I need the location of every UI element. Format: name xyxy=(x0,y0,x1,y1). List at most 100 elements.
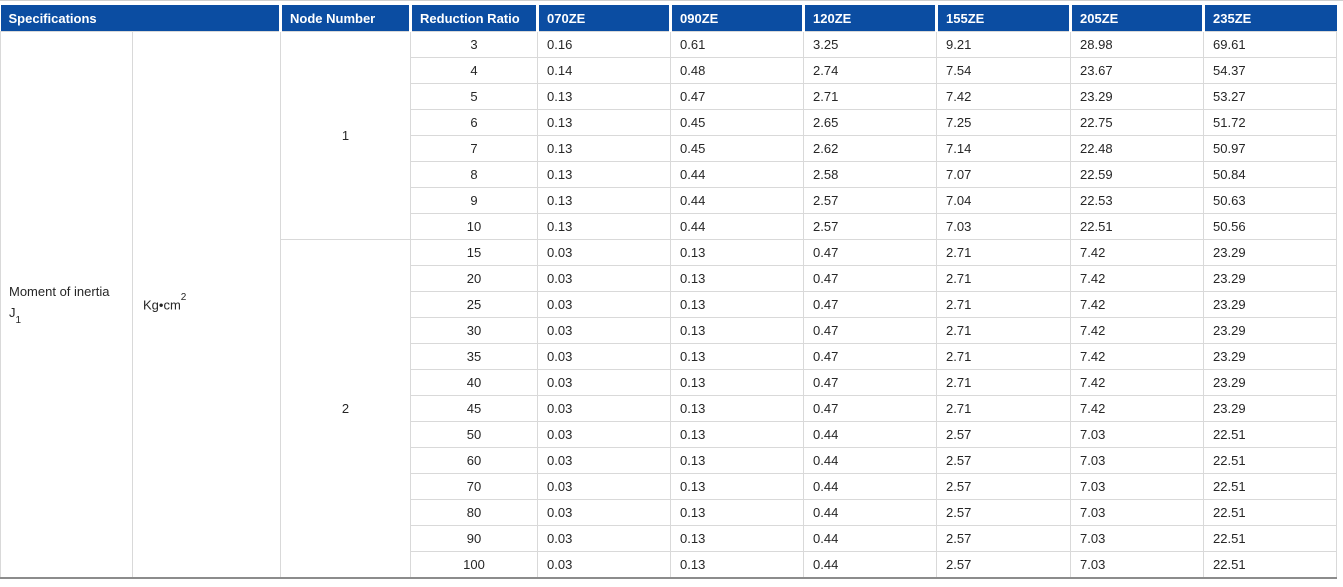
header-model-235ze: 235ZE xyxy=(1203,5,1337,32)
table-row: 45 0.03 0.13 0.47 2.71 7.42 23.29 xyxy=(1,395,1338,422)
value-cell-090ze: 0.13 xyxy=(670,525,805,552)
value-cell-120ze: 2.62 xyxy=(803,135,938,162)
value-cell-155ze: 2.57 xyxy=(936,447,1072,474)
table-row: 100 0.03 0.13 0.44 2.57 7.03 22.51 xyxy=(1,551,1338,579)
reduction-ratio-cell: 7 xyxy=(410,135,539,162)
value-cell-155ze: 7.03 xyxy=(936,213,1072,240)
table-row: 50 0.03 0.13 0.44 2.57 7.03 22.51 xyxy=(1,421,1338,448)
value-cell-070ze: 0.16 xyxy=(537,31,672,58)
reduction-ratio-cell: 100 xyxy=(410,551,539,579)
header-model-090ze: 090ZE xyxy=(670,5,806,32)
value-cell-235ze: 22.51 xyxy=(1203,525,1338,552)
table-row: 35 0.03 0.13 0.47 2.71 7.42 23.29 xyxy=(1,343,1338,370)
value-cell-235ze: 22.51 xyxy=(1203,473,1338,500)
value-cell-090ze: 0.13 xyxy=(670,395,805,422)
table-row: 40 0.03 0.13 0.47 2.71 7.42 23.29 xyxy=(1,369,1338,396)
value-cell-090ze: 0.13 xyxy=(670,265,805,292)
value-cell-120ze: 2.58 xyxy=(803,161,938,188)
value-cell-070ze: 0.13 xyxy=(537,213,672,240)
value-cell-235ze: 50.63 xyxy=(1203,187,1338,214)
value-cell-205ze: 7.03 xyxy=(1070,447,1205,474)
value-cell-235ze: 22.51 xyxy=(1203,447,1338,474)
value-cell-155ze: 2.57 xyxy=(936,473,1072,500)
value-cell-205ze: 22.59 xyxy=(1070,161,1205,188)
table-row: 8 0.13 0.44 2.58 7.07 22.59 50.84 xyxy=(1,161,1338,188)
value-cell-070ze: 0.14 xyxy=(537,57,672,84)
value-cell-120ze: 0.44 xyxy=(803,447,938,474)
value-cell-070ze: 0.03 xyxy=(537,239,672,266)
value-cell-070ze: 0.03 xyxy=(537,369,672,396)
value-cell-070ze: 0.03 xyxy=(537,317,672,344)
value-cell-070ze: 0.03 xyxy=(537,473,672,500)
value-cell-205ze: 7.03 xyxy=(1070,473,1205,500)
value-cell-205ze: 7.03 xyxy=(1070,525,1205,552)
specifications-table: Specifications Node Number Reduction Rat… xyxy=(0,5,1338,579)
value-cell-120ze: 2.74 xyxy=(803,57,938,84)
value-cell-090ze: 0.13 xyxy=(670,421,805,448)
reduction-ratio-cell: 40 xyxy=(410,369,539,396)
table-row: 70 0.03 0.13 0.44 2.57 7.03 22.51 xyxy=(1,473,1338,500)
value-cell-090ze: 0.13 xyxy=(670,343,805,370)
header-model-205ze: 205ZE xyxy=(1070,5,1206,32)
value-cell-155ze: 7.04 xyxy=(936,187,1072,214)
value-cell-155ze: 7.25 xyxy=(936,109,1072,136)
value-cell-090ze: 0.13 xyxy=(670,447,805,474)
header-node-number: Node Number xyxy=(280,5,413,32)
value-cell-090ze: 0.13 xyxy=(670,317,805,344)
value-cell-205ze: 23.29 xyxy=(1070,83,1205,110)
value-cell-155ze: 2.71 xyxy=(936,317,1072,344)
reduction-ratio-cell: 6 xyxy=(410,109,539,136)
value-cell-120ze: 2.71 xyxy=(803,83,938,110)
reduction-ratio-cell: 4 xyxy=(410,57,539,84)
reduction-ratio-cell: 9 xyxy=(410,187,539,214)
value-cell-070ze: 0.03 xyxy=(537,447,672,474)
table-row: 90 0.03 0.13 0.44 2.57 7.03 22.51 xyxy=(1,525,1338,552)
value-cell-090ze: 0.13 xyxy=(670,551,805,579)
value-cell-120ze: 2.65 xyxy=(803,109,938,136)
value-cell-235ze: 22.51 xyxy=(1203,551,1338,579)
value-cell-205ze: 7.42 xyxy=(1070,239,1205,266)
value-cell-070ze: 0.13 xyxy=(537,187,672,214)
value-cell-155ze: 2.57 xyxy=(936,551,1072,579)
value-cell-205ze: 7.42 xyxy=(1070,369,1205,396)
table-row: 7 0.13 0.45 2.62 7.14 22.48 50.97 xyxy=(1,135,1338,162)
reduction-ratio-cell: 90 xyxy=(410,525,539,552)
value-cell-205ze: 22.51 xyxy=(1070,213,1205,240)
table-row: 4 0.14 0.48 2.74 7.54 23.67 54.37 xyxy=(1,57,1338,84)
value-cell-205ze: 7.03 xyxy=(1070,421,1205,448)
table-row: 60 0.03 0.13 0.44 2.57 7.03 22.51 xyxy=(1,447,1338,474)
reduction-ratio-cell: 45 xyxy=(410,395,539,422)
value-cell-070ze: 0.13 xyxy=(537,83,672,110)
reduction-ratio-cell: 70 xyxy=(410,473,539,500)
value-cell-205ze: 7.42 xyxy=(1070,343,1205,370)
value-cell-155ze: 2.57 xyxy=(936,421,1072,448)
value-cell-235ze: 23.29 xyxy=(1203,343,1338,370)
value-cell-120ze: 0.44 xyxy=(803,499,938,526)
value-cell-090ze: 0.44 xyxy=(670,213,805,240)
value-cell-155ze: 2.71 xyxy=(936,369,1072,396)
value-cell-235ze: 22.51 xyxy=(1203,421,1338,448)
value-cell-155ze: 7.54 xyxy=(936,57,1072,84)
value-cell-205ze: 7.42 xyxy=(1070,395,1205,422)
value-cell-205ze: 7.42 xyxy=(1070,265,1205,292)
value-cell-235ze: 22.51 xyxy=(1203,499,1338,526)
value-cell-070ze: 0.03 xyxy=(537,343,672,370)
value-cell-205ze: 22.75 xyxy=(1070,109,1205,136)
value-cell-235ze: 50.84 xyxy=(1203,161,1338,188)
value-cell-090ze: 0.13 xyxy=(670,369,805,396)
value-cell-155ze: 7.42 xyxy=(936,83,1072,110)
table-row: 25 0.03 0.13 0.47 2.71 7.42 23.29 xyxy=(1,291,1338,318)
value-cell-120ze: 0.47 xyxy=(803,369,938,396)
value-cell-120ze: 0.44 xyxy=(803,551,938,579)
value-cell-120ze: 3.25 xyxy=(803,31,938,58)
value-cell-155ze: 2.71 xyxy=(936,291,1072,318)
value-cell-090ze: 0.13 xyxy=(670,473,805,500)
spec-name-cell: Moment of inertia J1 xyxy=(0,31,133,579)
value-cell-235ze: 54.37 xyxy=(1203,57,1338,84)
value-cell-235ze: 51.72 xyxy=(1203,109,1338,136)
table-row: Moment of inertia J1 Kg•cm2 1 3 0.16 0.61 3.25 9… xyxy=(0,31,1338,579)
value-cell-070ze: 0.13 xyxy=(537,109,672,136)
header-model-070ze: 070ZE xyxy=(537,5,673,32)
value-cell-090ze: 0.44 xyxy=(670,161,805,188)
value-cell-235ze: 23.29 xyxy=(1203,265,1338,292)
